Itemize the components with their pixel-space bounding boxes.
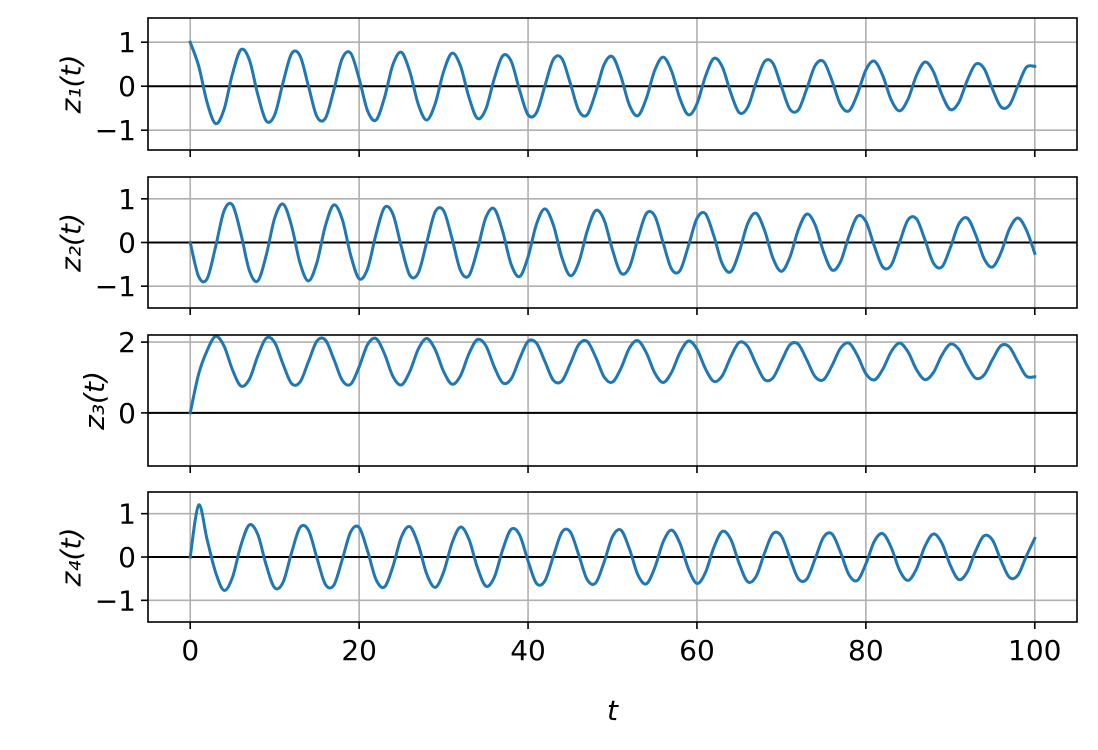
axes-frame — [147, 334, 1078, 467]
y-tick-label: 2 — [118, 326, 136, 359]
plot-area — [148, 335, 1077, 466]
subplot: −1 0 1 z₂(t) — [55, 176, 1078, 315]
data-line — [188, 201, 1037, 284]
subplot: 0 2z₃(t) — [78, 326, 1078, 473]
axes-frame — [147, 176, 1078, 309]
x-tick-label: 40 — [510, 634, 546, 667]
x-tick-label: 20 — [341, 634, 377, 667]
y-tick-label: 1 — [118, 26, 136, 59]
y-axis-label: z₃(t) — [78, 371, 111, 431]
y-tick-label: 1 — [118, 498, 136, 531]
y-axis-label: z₁(t) — [55, 55, 88, 115]
y-tick-label: 0 — [118, 397, 136, 430]
x-tick-label: 60 — [679, 634, 715, 667]
axes-frame — [147, 17, 1078, 151]
x-tick-label: 100 — [1008, 634, 1061, 667]
axes-frame — [147, 491, 1078, 623]
x-axis-label: t — [607, 694, 619, 727]
x-tick-label: 80 — [848, 634, 884, 667]
y-tick-label: −1 — [95, 584, 136, 617]
subplot: 0 20 40 60 80 100 −1 0 1 z₄(t) t — [55, 491, 1078, 727]
y-tick-label: 0 — [118, 227, 136, 260]
y-axis-label: z₄(t) — [55, 528, 88, 588]
plot-area — [148, 18, 1077, 150]
plot-area — [148, 177, 1077, 308]
y-axis-label: z₂(t) — [55, 213, 88, 273]
plot-area — [148, 492, 1077, 622]
y-tick-label: −1 — [95, 114, 136, 147]
data-line — [188, 40, 1037, 126]
data-line — [188, 503, 1037, 592]
subplot: −1 0 1 z₁(t) — [55, 17, 1078, 157]
x-tick-label: 0 — [181, 634, 199, 667]
data-line — [188, 335, 1037, 415]
y-tick-label: −1 — [95, 270, 136, 303]
y-tick-label: 0 — [118, 70, 136, 103]
y-tick-label: 0 — [118, 541, 136, 574]
y-tick-label: 1 — [118, 183, 136, 216]
